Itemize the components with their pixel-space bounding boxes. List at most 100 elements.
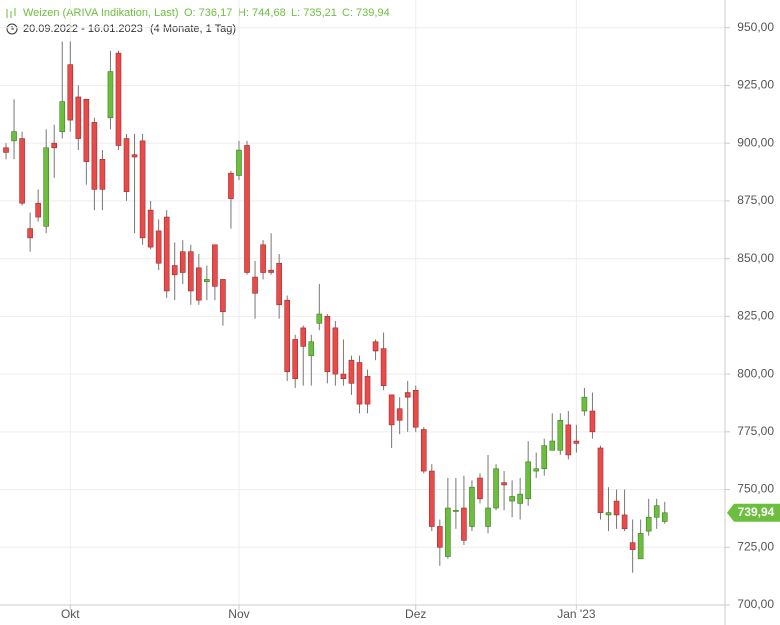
y-tick-label: 950,00: [737, 20, 774, 34]
candle-body: [292, 339, 299, 380]
candle-body: [637, 533, 644, 560]
candle-body: [179, 251, 186, 273]
candle-body: [372, 341, 379, 352]
candle-body: [300, 327, 307, 347]
candle-body: [517, 493, 523, 504]
x-tick-label: Nov: [228, 607, 249, 621]
candle-body: [51, 142, 58, 149]
candle-body: [388, 394, 395, 426]
candle-body: [469, 486, 475, 527]
candle-body: [533, 468, 540, 472]
y-tick-label: 700,00: [737, 597, 774, 611]
ohlc-label: O: 736,17: [184, 7, 232, 19]
x-tick-label: Dez: [405, 607, 426, 621]
candle-body: [196, 267, 202, 301]
candle-body: [147, 209, 154, 248]
y-tick-label: 850,00: [737, 251, 774, 265]
candle-body: [236, 149, 242, 176]
candle-body: [437, 526, 443, 548]
date-range: 20.09.2022 - 16.01.2023: [23, 23, 143, 35]
candle-body: [549, 440, 556, 451]
candle-body: [115, 52, 122, 146]
clock-icon: [6, 23, 18, 35]
candle-body: [477, 477, 483, 500]
candle-body: [525, 461, 531, 500]
candle-body: [220, 279, 226, 313]
y-tick-label: 875,00: [737, 193, 774, 207]
y-tick-label: 800,00: [737, 366, 774, 380]
candle-body: [139, 140, 146, 239]
candle-body: [35, 202, 41, 218]
candle-body: [356, 362, 363, 405]
x-tick-label: Jan '23: [557, 607, 596, 621]
candle-body: [404, 392, 411, 398]
candle-body: [155, 230, 162, 264]
candle-body: [43, 147, 49, 227]
candle-body: [541, 445, 548, 470]
candle-body: [99, 159, 106, 190]
candle-body: [645, 516, 652, 532]
candle-body: [557, 419, 564, 451]
y-tick-label: 900,00: [737, 135, 774, 149]
candle-body: [653, 505, 660, 518]
candle-body: [605, 512, 612, 516]
candle-body: [268, 269, 274, 273]
candle-body: [228, 172, 234, 199]
x-tick-label: Okt: [61, 607, 80, 621]
candle-body: [171, 265, 178, 276]
candle-body: [204, 279, 210, 283]
candle-body: [316, 313, 323, 324]
candle-body: [107, 71, 114, 119]
candle-body: [67, 64, 74, 121]
candle-body: [493, 468, 499, 509]
ohlc-label: C: 739,94: [342, 7, 390, 19]
candle-body: [340, 373, 347, 380]
candle-body: [131, 154, 138, 158]
candle-body: [212, 244, 218, 287]
candles: [3, 41, 668, 573]
candle-body: [661, 512, 668, 522]
candle-body: [19, 138, 25, 204]
candle-body: [613, 500, 620, 516]
candle-body: [589, 410, 596, 433]
candle-body: [509, 496, 515, 502]
last-price-tag: [727, 503, 780, 522]
candle-body: [324, 316, 331, 373]
candle-body: [453, 510, 459, 512]
candle-body: [485, 507, 491, 527]
candle-body: [348, 359, 355, 384]
candle-body: [163, 216, 170, 292]
header: Weizen (ARIVA Indikation, Last) O: 736,1…: [6, 7, 390, 35]
candle-body: [573, 440, 580, 444]
candle-body: [260, 244, 266, 273]
ohlc-label: H: 744,68: [238, 7, 286, 19]
candle-body: [461, 507, 467, 541]
candle-body: [420, 429, 427, 472]
period: (4 Monate, 1 Tag): [150, 23, 236, 35]
chart-title: Weizen (ARIVA Indikation, Last): [23, 7, 179, 19]
candle-body: [396, 408, 403, 421]
y-tick-label: 825,00: [737, 309, 774, 323]
candle-body: [364, 376, 371, 405]
candle-body: [187, 251, 194, 292]
candle-body: [3, 147, 9, 153]
candle-body: [428, 470, 435, 527]
candle-body: [629, 542, 636, 550]
candle-body: [621, 514, 628, 530]
candle-body: [27, 228, 33, 239]
y-tick-label: 725,00: [737, 539, 774, 553]
candle-body: [75, 96, 82, 139]
y-tick-label: 750,00: [737, 482, 774, 496]
candle-body: [501, 482, 507, 486]
candle-body: [597, 447, 604, 513]
candle-body: [412, 389, 419, 428]
y-tick-label: 775,00: [737, 424, 774, 438]
candle-body: [91, 122, 98, 190]
candle-body: [380, 348, 387, 386]
candle-body: [59, 101, 66, 132]
candle-body: [284, 299, 290, 373]
candle-body: [308, 341, 315, 356]
candle-body: [252, 276, 258, 294]
